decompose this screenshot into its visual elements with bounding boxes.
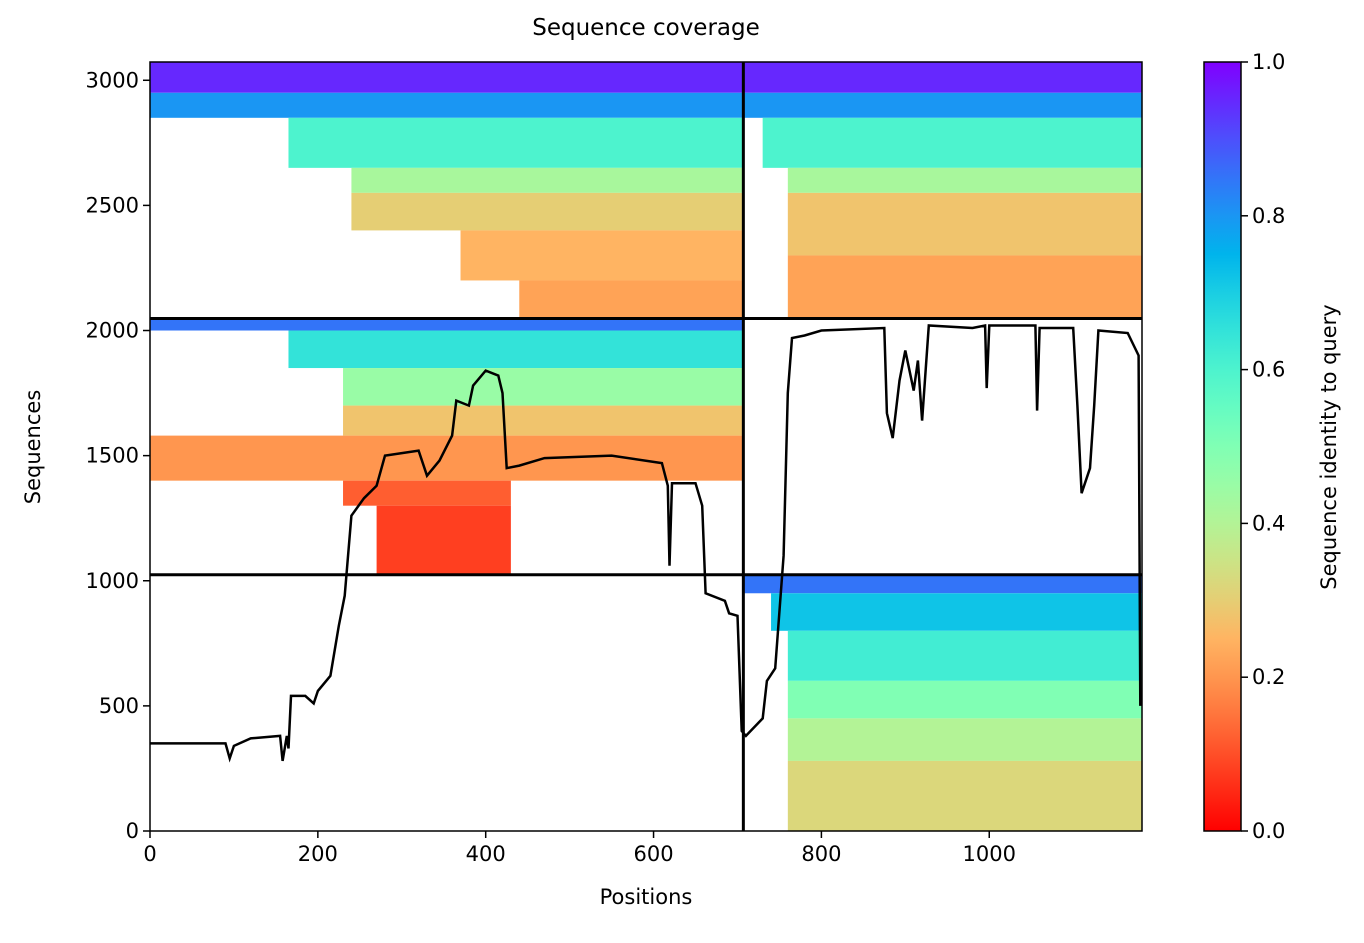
coverage-block: [787, 167, 1142, 193]
plot-frame: [149, 61, 1143, 832]
coverage-block: [343, 480, 511, 506]
coverage-block: [351, 192, 744, 231]
coverage-block: [787, 760, 1142, 831]
coverage-block: [743, 92, 1142, 118]
coverage-block: [460, 230, 744, 281]
x-tick-label: 400: [466, 842, 506, 866]
coverage-block: [743, 62, 1142, 93]
colorbar: [1203, 61, 1242, 832]
coverage-block: [376, 505, 511, 575]
coverage-block: [150, 435, 744, 481]
coverage-block: [343, 405, 744, 436]
y-tick-label: 3000: [86, 68, 139, 92]
y-tick-label: 1500: [86, 444, 139, 468]
x-tick-label: 600: [634, 842, 674, 866]
coverage-block: [343, 368, 744, 406]
coverage-block: [787, 680, 1142, 719]
coverage-block: [787, 630, 1142, 681]
coverage-block: [787, 192, 1142, 256]
x-tick-label: 200: [298, 842, 338, 866]
colorbar-tick-label: 0.6: [1252, 358, 1285, 382]
coverage-block: [150, 62, 744, 93]
coverage-block: [743, 574, 1142, 594]
y-tick-label: 0: [126, 819, 139, 843]
coverage-block: [150, 318, 744, 331]
colorbar-tick-label: 0.8: [1252, 204, 1285, 228]
x-axis-label: Positions: [600, 885, 693, 909]
coverage-block: [787, 255, 1142, 319]
x-tick-label: 0: [143, 842, 156, 866]
y-tick-label: 500: [99, 694, 139, 718]
coverage-block: [771, 593, 1142, 631]
y-tick-label: 1000: [86, 569, 139, 593]
x-tick-label: 800: [801, 842, 841, 866]
coverage-block: [150, 92, 744, 118]
coverage-block: [762, 117, 1142, 168]
chart-title: Sequence coverage: [532, 15, 760, 41]
colorbar-tick-label: 0.2: [1252, 665, 1285, 689]
colorbar-tick-label: 1.0: [1252, 50, 1285, 74]
colorbar-label: Sequence identity to query: [1317, 304, 1341, 589]
coverage-block: [519, 280, 744, 319]
coverage-block: [351, 167, 744, 193]
y-tick-label: 2500: [86, 193, 139, 217]
y-axis-label: Sequences: [21, 390, 45, 505]
y-tick-label: 2000: [86, 319, 139, 343]
colorbar-tick-label: 0.0: [1252, 819, 1285, 843]
coverage-block: [288, 330, 744, 369]
coverage-block: [288, 117, 744, 168]
colorbar-tick-label: 0.4: [1252, 511, 1285, 535]
x-tick-label: 1000: [963, 842, 1016, 866]
coverage-block: [787, 718, 1142, 761]
coverage-line: [150, 323, 1142, 763]
